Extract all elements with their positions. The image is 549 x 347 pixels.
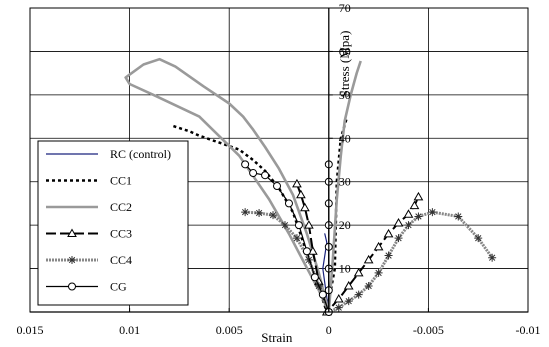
x-axis-title: Strain: [261, 330, 293, 345]
triangle-marker: [333, 293, 344, 303]
triangle-marker: [292, 178, 302, 188]
star-marker: [292, 234, 301, 243]
legend-label: CC1: [110, 174, 132, 188]
circle-marker: [294, 221, 303, 230]
x-tick-label: 0.01: [119, 323, 140, 337]
series-line: [295, 183, 420, 313]
circle-marker: [68, 282, 76, 291]
legend-item: CG: [46, 280, 127, 294]
y-tick-label: 70: [339, 1, 351, 15]
triangle-marker: [353, 267, 364, 277]
star-marker: [374, 268, 383, 277]
legend-item: CC3: [46, 227, 132, 241]
star-marker: [364, 281, 373, 290]
star-marker: [488, 253, 497, 262]
legend-label: CC3: [110, 227, 132, 241]
triangle-marker: [296, 189, 306, 199]
star-marker: [255, 208, 264, 217]
legend-label: CC2: [110, 200, 132, 214]
star-marker: [474, 234, 483, 243]
series-line: [173, 117, 348, 314]
circle-marker: [261, 171, 270, 180]
star-marker: [428, 208, 437, 217]
triangle-marker: [373, 241, 384, 251]
circle-marker: [241, 160, 250, 169]
triangle-marker: [308, 246, 318, 255]
star-marker: [354, 290, 363, 299]
series-cc3: [292, 178, 424, 316]
star-marker: [344, 297, 353, 306]
legend-box: [37, 140, 189, 306]
legend-item: RC (control): [46, 147, 171, 161]
star-marker: [414, 212, 423, 221]
star-marker: [394, 234, 403, 243]
triangle-marker: [363, 254, 374, 264]
star-marker: [404, 221, 413, 230]
circle-marker: [284, 199, 293, 208]
x-tick-label: -0.01: [516, 323, 541, 337]
y-tick-label: 50: [339, 88, 351, 102]
y-tick-label: 30: [339, 175, 351, 189]
x-tick-label: 0.015: [17, 323, 44, 337]
triangle-marker: [343, 280, 354, 290]
legend-item: CC1: [46, 174, 132, 188]
series-cc1: [173, 117, 348, 314]
y-tick-label: 20: [339, 218, 351, 232]
circle-marker: [310, 273, 319, 282]
star-marker: [68, 256, 76, 264]
circle-marker: [318, 290, 327, 299]
star-marker: [384, 251, 393, 260]
star-marker: [269, 211, 278, 220]
star-marker: [454, 212, 463, 221]
triangle-marker: [409, 200, 420, 210]
legend-label: CC4: [110, 253, 132, 267]
y-tick-label: 60: [339, 44, 351, 58]
triangle-marker: [403, 209, 414, 218]
x-tick-label: 0: [326, 323, 332, 337]
x-tick-label: 0.005: [216, 323, 243, 337]
triangle-marker: [67, 228, 77, 237]
axes: 10 20 30 40 50 60 70 0.015 0.01 0.005 0 -0.005 -0.01: [17, 1, 541, 337]
legend-label: CG: [110, 280, 127, 294]
triangle-marker: [413, 191, 424, 201]
circle-marker: [273, 182, 282, 191]
series-line: [245, 210, 494, 314]
legend-label: RC (control): [110, 147, 171, 161]
legend: RC (control) CC1 CC2 CC3 CC4 CG: [37, 140, 189, 306]
star-marker: [241, 208, 250, 217]
triangle-marker: [393, 217, 404, 227]
y-tick-label: 10: [339, 262, 351, 276]
star-marker: [304, 255, 313, 264]
legend-item: CC2: [46, 200, 132, 214]
y-axis-title: Stress (Mpa): [337, 31, 352, 98]
circle-marker: [249, 169, 258, 178]
circle-marker: [302, 247, 311, 256]
y-tick-label: 40: [339, 131, 351, 145]
triangle-marker: [300, 202, 310, 212]
star-marker: [334, 303, 343, 312]
legend-item: CC4: [46, 253, 132, 267]
triangle-marker: [304, 220, 314, 229]
star-marker: [280, 221, 289, 230]
x-tick-label: -0.005: [413, 323, 444, 337]
triangle-marker: [383, 228, 394, 238]
